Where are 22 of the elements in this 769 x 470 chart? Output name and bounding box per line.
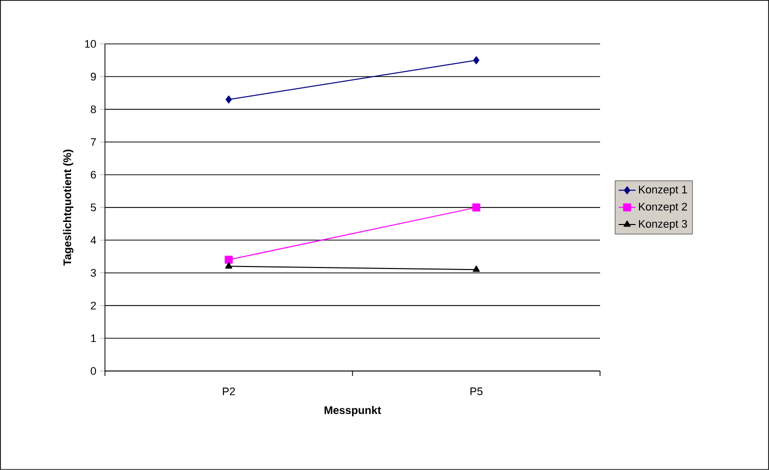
y-tick-label: 0 [90,367,96,375]
y-tick-label: 1 [91,334,96,342]
x-tick-label: P5 [470,388,483,396]
y-tick-label: 3 [90,269,96,277]
y-tick-label: 4 [90,236,96,244]
point [226,96,232,104]
y-tick-label: 10 [85,40,96,48]
point [472,203,480,212]
x-tick-label: P2 [222,388,235,396]
y-tick-label: 8 [90,105,96,114]
legend-label: Konzept 1 [639,186,687,196]
x-axis-title: Messpunkt [324,406,381,416]
y-tick-label: 9 [90,72,96,81]
y-tick-label: 6 [90,170,96,179]
legend-label: Konzept 2 [639,202,687,213]
y-tick-label: 7 [90,138,96,146]
y-tick-label: 2 [90,302,96,310]
y-tick-label: 5 [90,204,96,212]
point [224,256,233,264]
y-axis-title: Tageslichtquotient (%) [63,150,74,266]
point [473,56,480,64]
legend-label: Konzept 3 [639,220,687,230]
